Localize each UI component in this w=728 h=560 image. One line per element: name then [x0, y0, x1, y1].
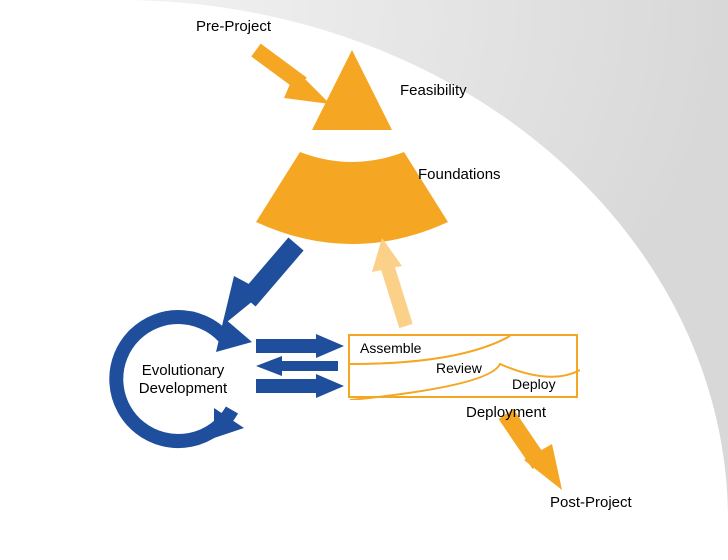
arrow-evo-to-deploy-top — [256, 334, 344, 358]
deploy-label: Deploy — [512, 376, 556, 392]
deployment-box: Assemble Review Deploy — [348, 334, 578, 398]
arrow-foundations-to-evo — [222, 244, 296, 326]
arrow-evo-to-deploy-bot — [256, 374, 344, 398]
arrow-deploy-to-foundations — [372, 238, 406, 326]
diagram-canvas: Assemble Review Deploy Pre-Project Feasi… — [0, 0, 728, 560]
feasibility-label: Feasibility — [400, 82, 467, 99]
review-label: Review — [436, 360, 482, 376]
deployment-label: Deployment — [466, 404, 546, 421]
arrow-deploy-to-evo — [256, 356, 338, 376]
evolutionary-dev-label: Evolutionary Development — [118, 362, 248, 398]
assemble-label: Assemble — [360, 340, 421, 356]
arrow-deploy-to-post — [506, 414, 562, 490]
foundations-label: Foundations — [418, 166, 501, 183]
arrows-layer — [0, 0, 728, 560]
arrow-pre-to-feasibility — [256, 50, 330, 104]
post-project-label: Post-Project — [550, 494, 632, 511]
pre-project-label: Pre-Project — [196, 18, 271, 35]
evolutionary-line1: Evolutionary — [142, 362, 225, 379]
evolutionary-line2: Development — [139, 380, 227, 397]
